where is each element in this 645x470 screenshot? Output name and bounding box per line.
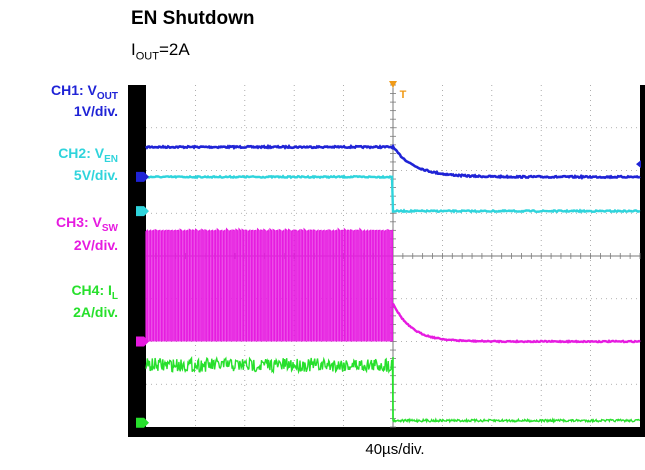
trigger-marker-label: T [400, 89, 407, 101]
ch3-vsw-switching-trace [145, 227, 393, 342]
ch1-scale: 1V/div. [73, 103, 118, 119]
channel-ground-marker-ch4 [136, 417, 149, 428]
ch2-label: CH2: VEN [58, 145, 118, 165]
channel-ground-marker-ch1 [136, 171, 149, 182]
x-axis-label: 40µs/div. [365, 441, 425, 458]
ch3-label: CH3: VSW [55, 214, 118, 234]
chart-subtitle: IOUT=2A [131, 40, 190, 63]
ch3-vsw-trace [391, 303, 641, 344]
trigger-position-marker [389, 81, 397, 88]
ch4-label: CH4: IL [71, 282, 118, 302]
ch1-reference-marker [636, 160, 641, 169]
ch4-scale: 2A/div. [73, 304, 118, 320]
channel-ground-marker-ch2 [136, 206, 149, 217]
ch3-scale: 2V/div. [73, 237, 118, 253]
ch1-label: CH1: VOUT [50, 82, 118, 102]
chart-title: EN Shutdown [131, 8, 255, 29]
channel-ground-marker-ch3 [136, 336, 149, 347]
ch2-ven-trace [145, 174, 641, 214]
ch1-vout-trace [144, 143, 641, 180]
ch2-scale: 5V/div. [73, 167, 118, 183]
